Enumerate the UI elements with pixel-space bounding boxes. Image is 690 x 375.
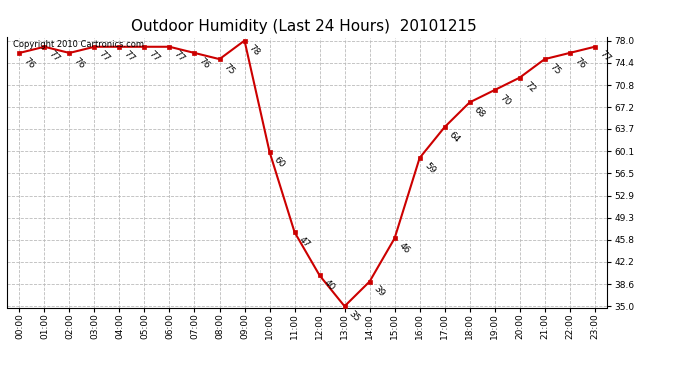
Text: 72: 72	[522, 81, 537, 95]
Text: 70: 70	[497, 93, 512, 107]
Text: 76: 76	[72, 56, 87, 70]
Text: 77: 77	[172, 50, 187, 64]
Text: 39: 39	[373, 284, 387, 299]
Text: 59: 59	[422, 161, 437, 175]
Text: 60: 60	[273, 154, 287, 169]
Text: 76: 76	[573, 56, 587, 70]
Text: 35: 35	[347, 309, 362, 324]
Text: 76: 76	[197, 56, 212, 70]
Text: 75: 75	[547, 62, 562, 76]
Text: 77: 77	[97, 50, 112, 64]
Text: 40: 40	[322, 278, 337, 292]
Text: 46: 46	[397, 241, 412, 255]
Text: 76: 76	[22, 56, 37, 70]
Text: 47: 47	[297, 235, 312, 249]
Text: Outdoor Humidity (Last 24 Hours)  20101215: Outdoor Humidity (Last 24 Hours) 2010121…	[130, 19, 477, 34]
Text: Copyright 2010 Cartronics.com: Copyright 2010 Cartronics.com	[13, 40, 144, 49]
Text: 68: 68	[473, 105, 487, 120]
Text: 75: 75	[222, 62, 237, 76]
Text: 77: 77	[147, 50, 161, 64]
Text: 77: 77	[598, 50, 612, 64]
Text: 77: 77	[122, 50, 137, 64]
Text: 77: 77	[47, 50, 61, 64]
Text: 64: 64	[447, 130, 462, 144]
Text: 78: 78	[247, 44, 262, 58]
